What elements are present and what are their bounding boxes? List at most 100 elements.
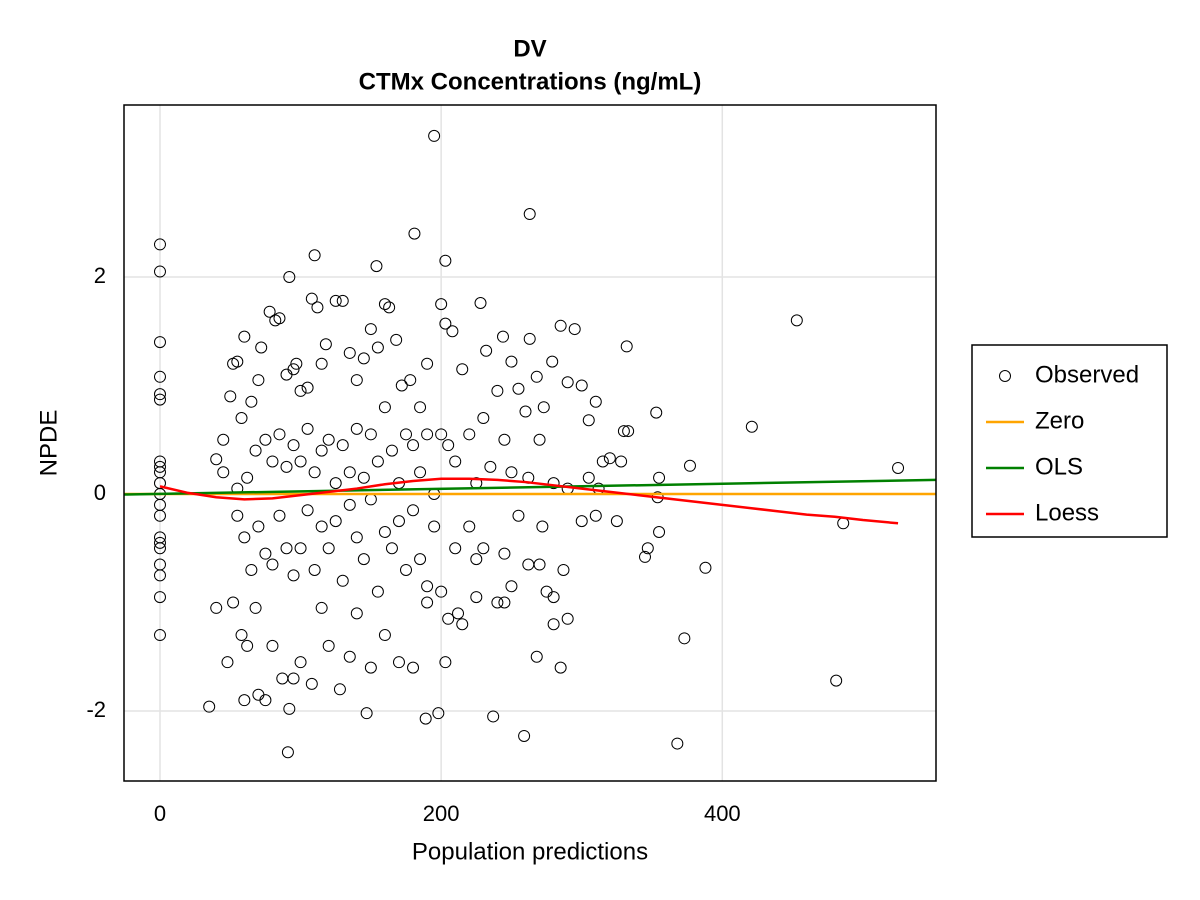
- point: [273, 428, 286, 441]
- point: [252, 374, 265, 387]
- point: [641, 542, 654, 555]
- point: [269, 314, 282, 327]
- point: [153, 460, 166, 473]
- point: [294, 455, 307, 468]
- point: [498, 433, 511, 446]
- x-tick-label: 0: [154, 801, 166, 826]
- point: [408, 227, 421, 240]
- point: [235, 412, 248, 425]
- point: [371, 341, 384, 354]
- point: [442, 439, 455, 452]
- point: [224, 390, 237, 403]
- point: [280, 460, 293, 473]
- point: [153, 388, 166, 401]
- point: [364, 428, 377, 441]
- point: [371, 585, 384, 598]
- point: [477, 412, 490, 425]
- point: [238, 531, 251, 544]
- point: [671, 737, 684, 750]
- point: [596, 455, 609, 468]
- legend-label: Zero: [1035, 407, 1084, 434]
- point: [329, 294, 342, 307]
- point: [404, 374, 417, 387]
- point: [575, 379, 588, 392]
- point: [537, 401, 550, 414]
- point: [371, 455, 384, 468]
- point: [276, 672, 289, 685]
- point: [221, 656, 234, 669]
- point: [336, 439, 349, 452]
- point: [557, 563, 570, 576]
- point: [610, 515, 623, 528]
- point: [329, 515, 342, 528]
- point: [210, 601, 223, 614]
- point: [153, 370, 166, 383]
- point: [533, 433, 546, 446]
- point: [683, 459, 696, 472]
- point: [523, 208, 536, 221]
- point: [336, 294, 349, 307]
- point: [329, 477, 342, 490]
- point: [484, 460, 497, 473]
- point: [699, 561, 712, 574]
- point: [480, 344, 493, 357]
- point: [678, 632, 691, 645]
- point: [400, 563, 413, 576]
- point: [238, 694, 251, 707]
- point: [435, 585, 448, 598]
- point: [407, 439, 420, 452]
- point: [421, 428, 434, 441]
- point: [311, 301, 324, 314]
- point: [308, 563, 321, 576]
- point: [294, 656, 307, 669]
- point: [259, 694, 272, 707]
- grid: [124, 105, 936, 781]
- point: [350, 531, 363, 544]
- point: [421, 357, 434, 370]
- point: [449, 542, 462, 555]
- point: [266, 558, 279, 571]
- point: [439, 254, 452, 267]
- point: [322, 542, 335, 555]
- point: [745, 420, 758, 433]
- point: [446, 325, 459, 338]
- point: [547, 618, 560, 631]
- point: [638, 550, 651, 563]
- point: [255, 341, 268, 354]
- point: [497, 330, 510, 343]
- point: [491, 596, 504, 609]
- point: [322, 433, 335, 446]
- point: [407, 661, 420, 674]
- point: [280, 542, 293, 555]
- point: [235, 629, 248, 642]
- point: [400, 428, 413, 441]
- point: [287, 569, 300, 582]
- line: [124, 478, 936, 496]
- point: [153, 265, 166, 278]
- point: [421, 580, 434, 593]
- point: [266, 455, 279, 468]
- point: [892, 461, 905, 474]
- point: [554, 661, 567, 674]
- point: [414, 466, 427, 479]
- point: [477, 542, 490, 555]
- point: [575, 515, 588, 528]
- point: [273, 509, 286, 522]
- point: [238, 330, 251, 343]
- point: [392, 515, 405, 528]
- point: [505, 580, 518, 593]
- point: [266, 639, 279, 652]
- point: [790, 314, 803, 327]
- point: [830, 674, 843, 687]
- point: [414, 553, 427, 566]
- point: [407, 504, 420, 517]
- point: [505, 466, 518, 479]
- point: [617, 425, 630, 438]
- point: [428, 129, 441, 142]
- point: [414, 401, 427, 414]
- point: [245, 563, 258, 576]
- point: [385, 542, 398, 555]
- point: [419, 712, 432, 725]
- point: [252, 520, 265, 533]
